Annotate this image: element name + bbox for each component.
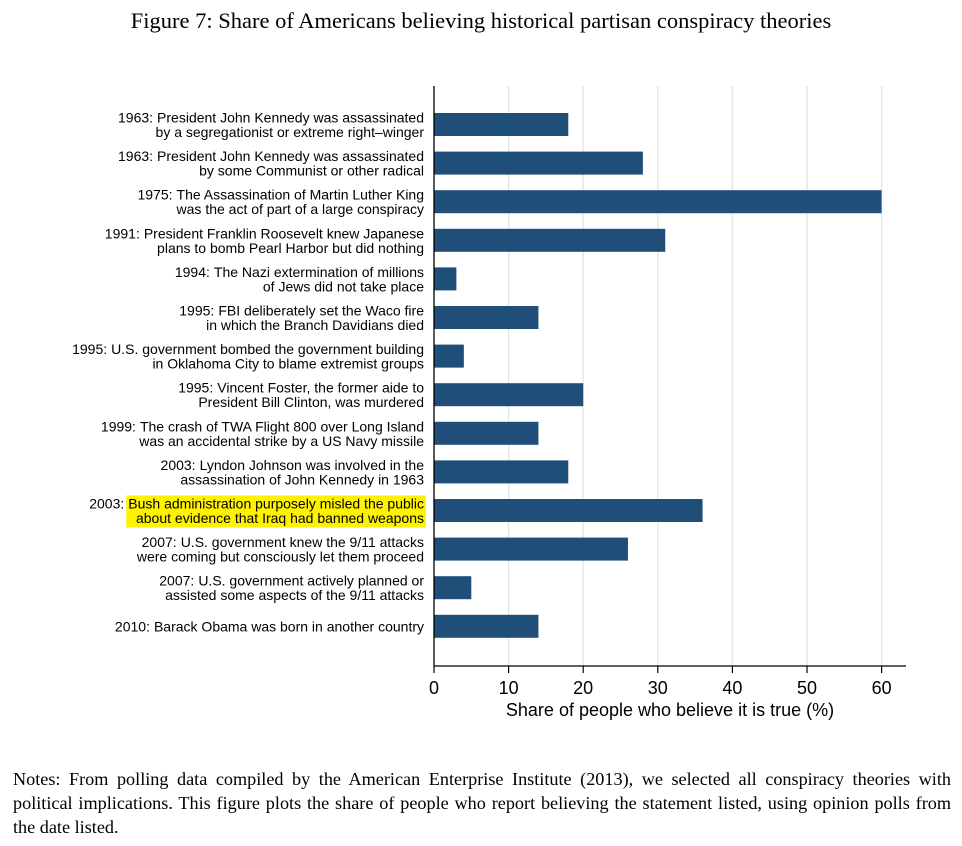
- category-label-10-line-1: about evidence that Iraq had banned weap…: [136, 510, 424, 526]
- category-label-3-line-0: President Franklin Roosevelt knew Japane…: [144, 225, 424, 241]
- category-label-9-line-1: assassination of John Kennedy in 1963: [180, 471, 424, 487]
- category-year-6: 1995:: [72, 341, 107, 357]
- category-label-10-line-0: Bush administration purposely misled the…: [128, 496, 424, 512]
- category-year-5: 1995:: [179, 303, 214, 319]
- category-label-6-line-0: U.S. government bombed the government bu…: [111, 341, 424, 357]
- figure-title: Figure 7: Share of Americans believing h…: [130, 8, 832, 33]
- bar-4: [434, 267, 457, 291]
- x-tick-label-10: 10: [499, 678, 519, 698]
- bar-chart: 1963: President John Kennedy was assassin…: [72, 86, 906, 720]
- bar-11: [434, 537, 628, 561]
- category-label-0-line-0: President John Kennedy was assassinated: [157, 110, 424, 126]
- category-label-9-line-0: Lyndon Johnson was involved in the: [200, 457, 425, 473]
- category-year-11: 2007:: [142, 534, 177, 550]
- category-year-8: 1999:: [101, 418, 136, 434]
- bar-0: [434, 113, 569, 136]
- bar-13: [434, 614, 539, 638]
- x-tick-label-60: 60: [872, 678, 892, 698]
- category-label-2-line-1: was the act of part of a large conspirac…: [176, 201, 424, 217]
- category-label-8-line-0: The crash of TWA Flight 800 over Long Is…: [140, 418, 424, 434]
- bar-10: [434, 499, 703, 522]
- x-tick-label-0: 0: [429, 678, 439, 698]
- bar-6: [434, 344, 464, 368]
- category-label-7-line-1: President Bill Clinton, was murdered: [198, 394, 424, 410]
- bars: [434, 113, 882, 638]
- bar-7: [434, 383, 584, 407]
- gridlines: [507, 86, 883, 666]
- category-year-1: 1963:: [118, 148, 153, 164]
- category-year-9: 2003:: [161, 457, 196, 473]
- axes: [433, 86, 906, 667]
- category-year-4: 1994:: [175, 264, 210, 280]
- category-label-2-line-0: The Assassination of Martin Luther King: [177, 187, 424, 203]
- category-year-13: 2010:: [115, 618, 150, 634]
- x-ticks: 0 10 20 30 40 50 60: [429, 666, 892, 698]
- category-year-12: 2007:: [159, 573, 194, 589]
- bar-9: [434, 460, 569, 484]
- category-year-2: 1975:: [137, 187, 172, 203]
- category-year-10: 2003:: [89, 496, 124, 512]
- category-label-4-line-0: The Nazi extermination of millions: [214, 264, 424, 280]
- highlights: [126, 495, 426, 528]
- x-tick-label-30: 30: [648, 678, 668, 698]
- x-axis-title: Share of people who believe it is true (…: [506, 700, 834, 720]
- category-label-11-line-0: U.S. government knew the 9/11 attacks: [181, 534, 424, 550]
- highlight-mark-10: [126, 495, 426, 528]
- bar-12: [434, 576, 472, 600]
- category-label-12-line-0: U.S. government actively planned or: [198, 573, 424, 589]
- figure-notes: Notes: From polling data compiled by the…: [13, 769, 951, 838]
- bar-5: [434, 306, 539, 329]
- category-year-3: 1991:: [105, 225, 140, 241]
- category-label-1-line-1: by some Communist or other radical: [199, 163, 424, 179]
- category-label-8-line-1: was an accidental strike by a US Navy mi…: [138, 433, 424, 449]
- bar-2: [434, 190, 882, 214]
- category-year-7: 1995:: [178, 380, 213, 396]
- x-tick-label-40: 40: [722, 678, 742, 698]
- x-tick-label-50: 50: [797, 678, 817, 698]
- category-label-1-line-0: President John Kennedy was assassinated: [157, 148, 424, 164]
- category-year-0: 1963:: [118, 110, 153, 126]
- category-label-4-line-1: of Jews did not take place: [263, 278, 424, 294]
- category-label-11-line-1: were coming but consciously let them pro…: [136, 549, 424, 565]
- category-labels: 1963: President John Kennedy was assassin…: [72, 110, 424, 635]
- category-label-7-line-0: Vincent Foster, the former aide to: [217, 380, 424, 396]
- category-label-5-line-0: FBI deliberately set the Waco fire: [218, 303, 424, 319]
- category-label-6-line-1: in Oklahoma City to blame extremist grou…: [152, 356, 424, 372]
- category-label-3-line-1: plans to bomb Pearl Harbor but did nothi…: [157, 240, 424, 256]
- bar-1: [434, 151, 643, 175]
- category-label-0-line-1: by a segregationist or extreme right–win…: [156, 124, 425, 140]
- category-label-5-line-1: in which the Branch Davidians died: [206, 317, 424, 333]
- bar-8: [434, 421, 539, 445]
- bar-3: [434, 228, 666, 252]
- category-label-12-line-1: assisted some aspects of the 9/11 attack…: [165, 587, 424, 603]
- x-tick-label-20: 20: [573, 678, 593, 698]
- category-label-13-line-0: Barack Obama was born in another country: [154, 618, 424, 634]
